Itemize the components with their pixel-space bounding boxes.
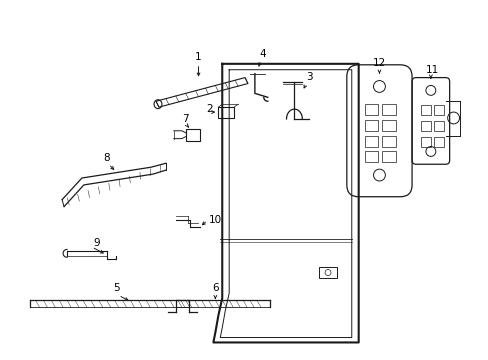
Text: 11: 11 (426, 65, 439, 75)
Bar (364, 136, 378, 147)
Text: 5: 5 (113, 283, 120, 293)
Bar (433, 121, 443, 131)
Text: 12: 12 (372, 58, 386, 68)
Text: 9: 9 (93, 238, 100, 248)
Text: 8: 8 (103, 153, 110, 163)
Bar (420, 137, 430, 147)
Bar (433, 105, 443, 115)
Text: 7: 7 (182, 114, 188, 124)
Bar (382, 120, 395, 131)
Text: 2: 2 (205, 104, 212, 114)
Text: 6: 6 (212, 283, 218, 293)
Text: 1: 1 (195, 52, 202, 62)
Text: 4: 4 (259, 49, 265, 59)
Bar (382, 152, 395, 162)
Bar (364, 152, 378, 162)
Bar (382, 104, 395, 115)
Bar (319, 267, 336, 278)
Bar (185, 129, 199, 141)
Bar (364, 120, 378, 131)
Text: 3: 3 (305, 72, 312, 82)
Bar (382, 136, 395, 147)
Bar (364, 104, 378, 115)
Text: 10: 10 (208, 215, 222, 225)
Bar (218, 107, 234, 118)
Bar (420, 105, 430, 115)
Bar (433, 137, 443, 147)
Bar (420, 121, 430, 131)
